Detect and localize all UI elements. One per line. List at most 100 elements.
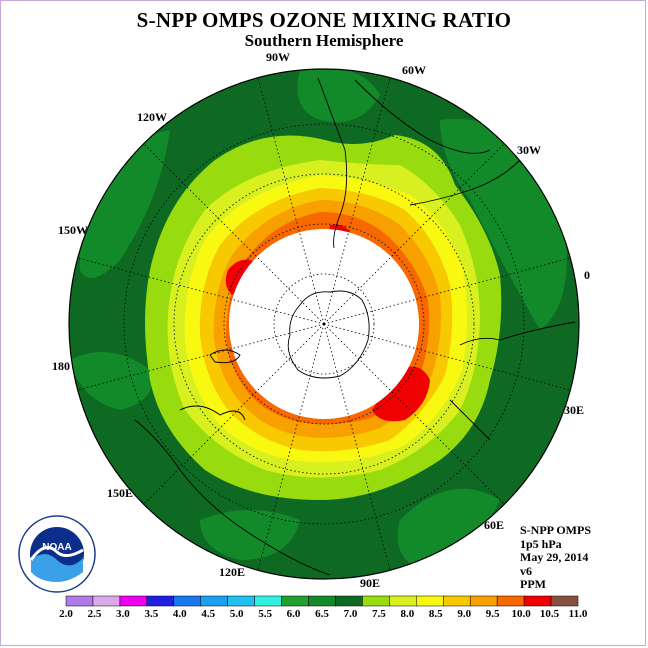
colorbar-swatch — [469, 595, 498, 607]
colorbar-tick-label: 3.5 — [144, 608, 159, 620]
colorbar-swatch — [200, 595, 228, 607]
lon-label-90e: 90E — [360, 576, 381, 590]
meridian-line — [323, 323, 505, 505]
map-title: S-NPP OMPS OZONE MIXING RATIO — [136, 8, 512, 32]
africa-coast — [459, 321, 576, 346]
colorbar-tick-label: 9.0 — [457, 608, 472, 620]
colorbar-tick-label: 8.0 — [400, 608, 415, 620]
colorbar-swatch — [416, 595, 444, 607]
meridian-line — [77, 323, 325, 391]
meridian-line — [323, 77, 391, 325]
lon-label-150w: 150W — [58, 223, 88, 237]
colorbar-tick-label: 4.0 — [172, 608, 187, 620]
lon-label-30w: 30W — [517, 143, 541, 157]
lon-label-120e: 120E — [219, 565, 246, 579]
antarctica-coast — [287, 290, 370, 379]
latitude-circle — [223, 223, 425, 425]
colorbar-swatch — [281, 595, 309, 607]
colorbar-tick-label: 6.5 — [315, 608, 329, 620]
lon-label-60e: 60E — [484, 518, 505, 532]
lon-label-150e: 150E — [107, 486, 134, 500]
meridian-line — [143, 143, 325, 325]
meridian-line — [323, 257, 571, 325]
colorbar-swatch — [92, 595, 121, 607]
noaa-logo: NOAA — [18, 515, 96, 593]
colorbar-swatch — [443, 595, 471, 607]
colorbar-swatch — [65, 595, 94, 607]
colorbar-swatch — [308, 595, 336, 607]
latitude-circle — [273, 273, 375, 375]
meridian-line — [323, 323, 571, 391]
colorbar-tick-label: 10.0 — [511, 608, 531, 620]
band-6-5-patch — [397, 488, 500, 570]
australia-coast — [134, 419, 331, 576]
info-units: PPM — [520, 577, 546, 591]
colorbar-tick-label: 11.0 — [568, 608, 588, 620]
latitude-circle — [173, 173, 475, 475]
latitude-circle — [123, 123, 525, 525]
colorbar-tick-label: 9.5 — [485, 608, 500, 620]
colorbar-tick-label: 6.0 — [286, 608, 301, 620]
colorbar-swatch — [362, 595, 390, 607]
meridians — [77, 77, 571, 571]
graticule — [123, 123, 525, 525]
colorbar-swatch — [119, 595, 148, 607]
band-10-5 — [372, 366, 430, 422]
lon-label-180: 180 — [52, 359, 70, 373]
lon-label-30e: 30E — [564, 403, 585, 417]
colorbar-swatch — [550, 595, 579, 607]
colorbar-tick-label: 4.5 — [201, 608, 216, 620]
logo-text: NOAA — [42, 542, 71, 553]
colorbar-swatch — [173, 595, 201, 607]
colorbar-swatch — [523, 595, 552, 607]
colorbar-swatch — [496, 595, 525, 607]
madagascar-coast — [449, 399, 491, 441]
coastlines — [134, 77, 576, 576]
colorbar-tick-label: 2.5 — [87, 608, 102, 620]
lon-label-90w: 90W — [266, 50, 290, 64]
meridian-line — [323, 323, 391, 571]
map-boundary — [68, 68, 580, 580]
map-subtitle: Southern Hemisphere — [244, 31, 404, 50]
colorbar-swatch — [389, 595, 417, 607]
logo-gull — [29, 546, 84, 561]
colorbar-tick-label: 7.0 — [343, 608, 358, 620]
colorbar-tick-label: 5.5 — [258, 608, 272, 620]
colorbar-tick-label: 2.0 — [59, 608, 73, 620]
colorbar-swatch — [146, 595, 175, 607]
colorbar-swatch — [254, 595, 282, 607]
colorbar-tick-label: 3.0 — [116, 608, 130, 620]
meridian-line — [77, 257, 325, 325]
south-america-coast — [409, 159, 521, 206]
meridian-line — [257, 77, 325, 325]
band-6-5-patch — [200, 510, 300, 560]
info-instrument: S-NPP OMPS — [520, 523, 591, 537]
band-6-5-patch — [80, 130, 170, 278]
colorbar-tick-label: 10.5 — [539, 608, 560, 620]
lon-label-120w: 120W — [137, 110, 167, 124]
colorbar-swatch — [335, 595, 363, 607]
colorbar-tick-label: 5.0 — [229, 608, 244, 620]
product-info: S-NPP OMPS 1p5 hPa May 29, 2014 v6 PPM — [520, 523, 591, 592]
info-version: v6 — [520, 563, 532, 578]
colorbar-swatch — [227, 595, 255, 607]
colorbar-tick-label: 8.5 — [428, 608, 443, 620]
meridian-line — [323, 143, 505, 325]
south-america-coast — [317, 77, 348, 249]
new-zealand-coast — [209, 349, 241, 364]
south-pole-marker — [322, 322, 326, 326]
south-america-coast — [354, 79, 491, 154]
band-6-5-patch — [297, 69, 380, 123]
meridian-line — [257, 323, 325, 571]
info-date: May 29, 2014 — [520, 550, 589, 564]
lon-label-0: 0 — [584, 268, 590, 282]
meridian-line — [143, 323, 325, 505]
colorbar — [65, 595, 579, 607]
info-level: 1p5 hPa — [520, 536, 562, 551]
colorbar-tick-label: 7.5 — [372, 608, 386, 620]
logo-wave — [31, 554, 83, 582]
australia-coast — [179, 405, 246, 421]
lon-label-60w: 60W — [402, 63, 426, 77]
